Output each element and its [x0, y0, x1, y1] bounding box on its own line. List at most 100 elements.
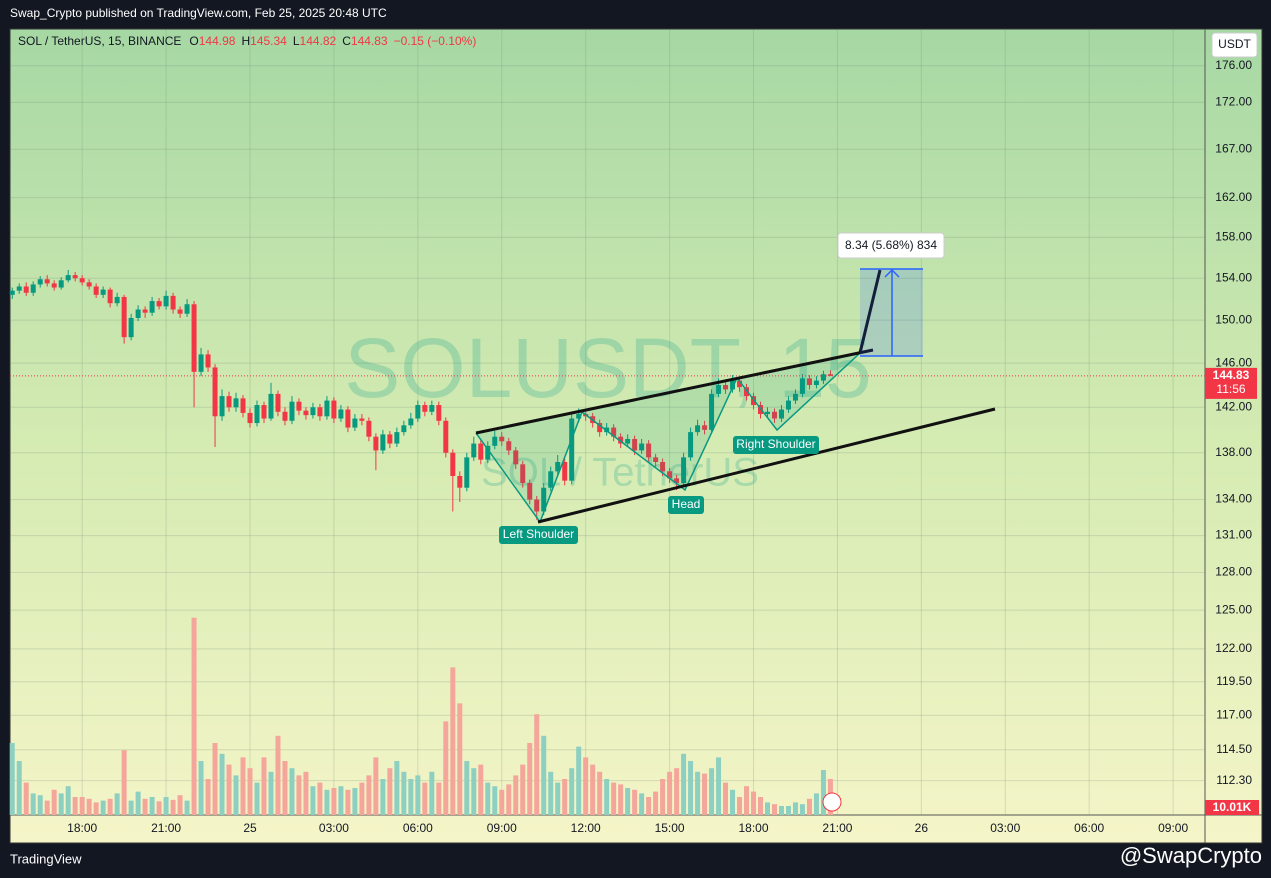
- volume-bar: [681, 753, 687, 815]
- candle-body: [212, 367, 218, 417]
- candle-body: [317, 407, 323, 417]
- candle-body: [625, 438, 631, 444]
- y-tick-label: 134.00: [1215, 492, 1252, 506]
- y-tick-label: 150.00: [1215, 312, 1252, 326]
- volume-bar: [443, 721, 449, 815]
- x-tick-label: 26: [915, 821, 929, 835]
- volume-bar: [198, 761, 204, 815]
- volume-bar: [806, 798, 812, 815]
- volume-bar: [660, 779, 666, 815]
- volume-bar: [778, 806, 784, 815]
- candle-body: [100, 289, 106, 295]
- candle-body: [806, 378, 812, 386]
- candle-body: [289, 401, 295, 421]
- volume-bar: [296, 775, 302, 815]
- candle-body: [177, 309, 183, 314]
- candle-body: [415, 405, 421, 419]
- x-tick-label: 03:00: [319, 821, 349, 835]
- volume-bar: [212, 743, 218, 815]
- candle-body: [716, 385, 722, 394]
- candle-body: [352, 418, 358, 428]
- volume-bar: [23, 782, 29, 815]
- volume-bar: [695, 771, 701, 815]
- candle-body: [219, 396, 225, 417]
- volume-bar: [317, 782, 323, 815]
- candle-body: [681, 457, 687, 484]
- x-tick-label: 18:00: [67, 821, 97, 835]
- volume-bar: [618, 784, 624, 815]
- candle-body: [408, 418, 414, 426]
- volume-bar: [121, 750, 127, 815]
- candle-body: [121, 296, 127, 338]
- candle-body: [296, 401, 302, 411]
- candle-body: [443, 420, 449, 453]
- volume-bar: [254, 782, 260, 815]
- volume-bar: [226, 764, 232, 815]
- volume-bar: [170, 799, 176, 815]
- candle-body: [548, 471, 554, 488]
- volume-pane: [9, 617, 833, 815]
- candle-body: [366, 420, 372, 437]
- candle-body: [37, 279, 43, 285]
- volume-bar: [653, 791, 659, 815]
- volume-bar: [604, 779, 610, 815]
- candle-body: [282, 411, 288, 421]
- volume-bar: [520, 764, 526, 815]
- volume-bar: [792, 802, 798, 815]
- projection-line: [858, 269, 882, 354]
- volume-bar: [408, 779, 414, 815]
- volume-bar: [765, 802, 771, 815]
- candle-body: [324, 400, 330, 417]
- volume-bar: [555, 782, 561, 815]
- candle-body: [478, 443, 484, 460]
- volume-bar: [184, 800, 190, 815]
- ohlc-value: 144.82: [300, 34, 337, 48]
- support-line: [537, 407, 996, 524]
- annotation-box: [499, 526, 578, 544]
- alert-icon[interactable]: [822, 792, 842, 812]
- candle-body: [499, 436, 505, 442]
- candle-body: [86, 282, 92, 287]
- candle-body: [702, 425, 708, 430]
- ohlc-value: 144.83: [351, 34, 388, 48]
- candle-body: [149, 301, 155, 313]
- y-tick-label: 112.30: [1216, 773, 1252, 787]
- volume-bar: [751, 791, 757, 815]
- volume-bar: [16, 761, 22, 815]
- volume-bar: [324, 789, 330, 815]
- volume-bar: [639, 793, 645, 815]
- candle-body: [93, 286, 99, 295]
- candle-body: [688, 432, 694, 458]
- candle-body: [184, 304, 190, 314]
- candle-body: [450, 452, 456, 476]
- ohlc-key: L: [293, 34, 300, 48]
- candle-body: [268, 393, 274, 419]
- candle-body: [429, 405, 435, 412]
- volume-bar: [345, 789, 351, 815]
- header-title: Swap_Crypto published on TradingView.com…: [10, 6, 387, 20]
- volume-bar: [30, 793, 36, 815]
- y-tick-label: 172.00: [1215, 95, 1252, 109]
- candle-body: [401, 425, 407, 433]
- candle-body: [394, 432, 400, 444]
- y-tick-label: 158.00: [1215, 230, 1252, 244]
- volume-bar: [674, 768, 680, 815]
- candle-body: [247, 412, 253, 424]
- y-tick-label: 131.00: [1215, 528, 1252, 542]
- volume-bar: [261, 757, 267, 815]
- volume-bar: [597, 771, 603, 815]
- candle-body: [737, 380, 743, 388]
- volume-bar: [785, 806, 791, 815]
- currency-box[interactable]: [1211, 32, 1258, 58]
- legend: SOL / TetherUS, 15, BINANCE O144.98 H145.3…: [18, 34, 476, 48]
- candle-body: [310, 407, 316, 416]
- candle-body: [387, 434, 393, 444]
- volume-bar: [492, 786, 498, 815]
- volume-bar: [646, 797, 652, 815]
- annotation-box: [733, 436, 819, 454]
- volume-bar: [534, 714, 540, 815]
- y-tick-label: 122.00: [1215, 641, 1252, 655]
- volume-bar: [723, 782, 729, 815]
- candle-body: [723, 385, 729, 390]
- measure-label: 8.34 (5.68%) 834: [845, 238, 937, 252]
